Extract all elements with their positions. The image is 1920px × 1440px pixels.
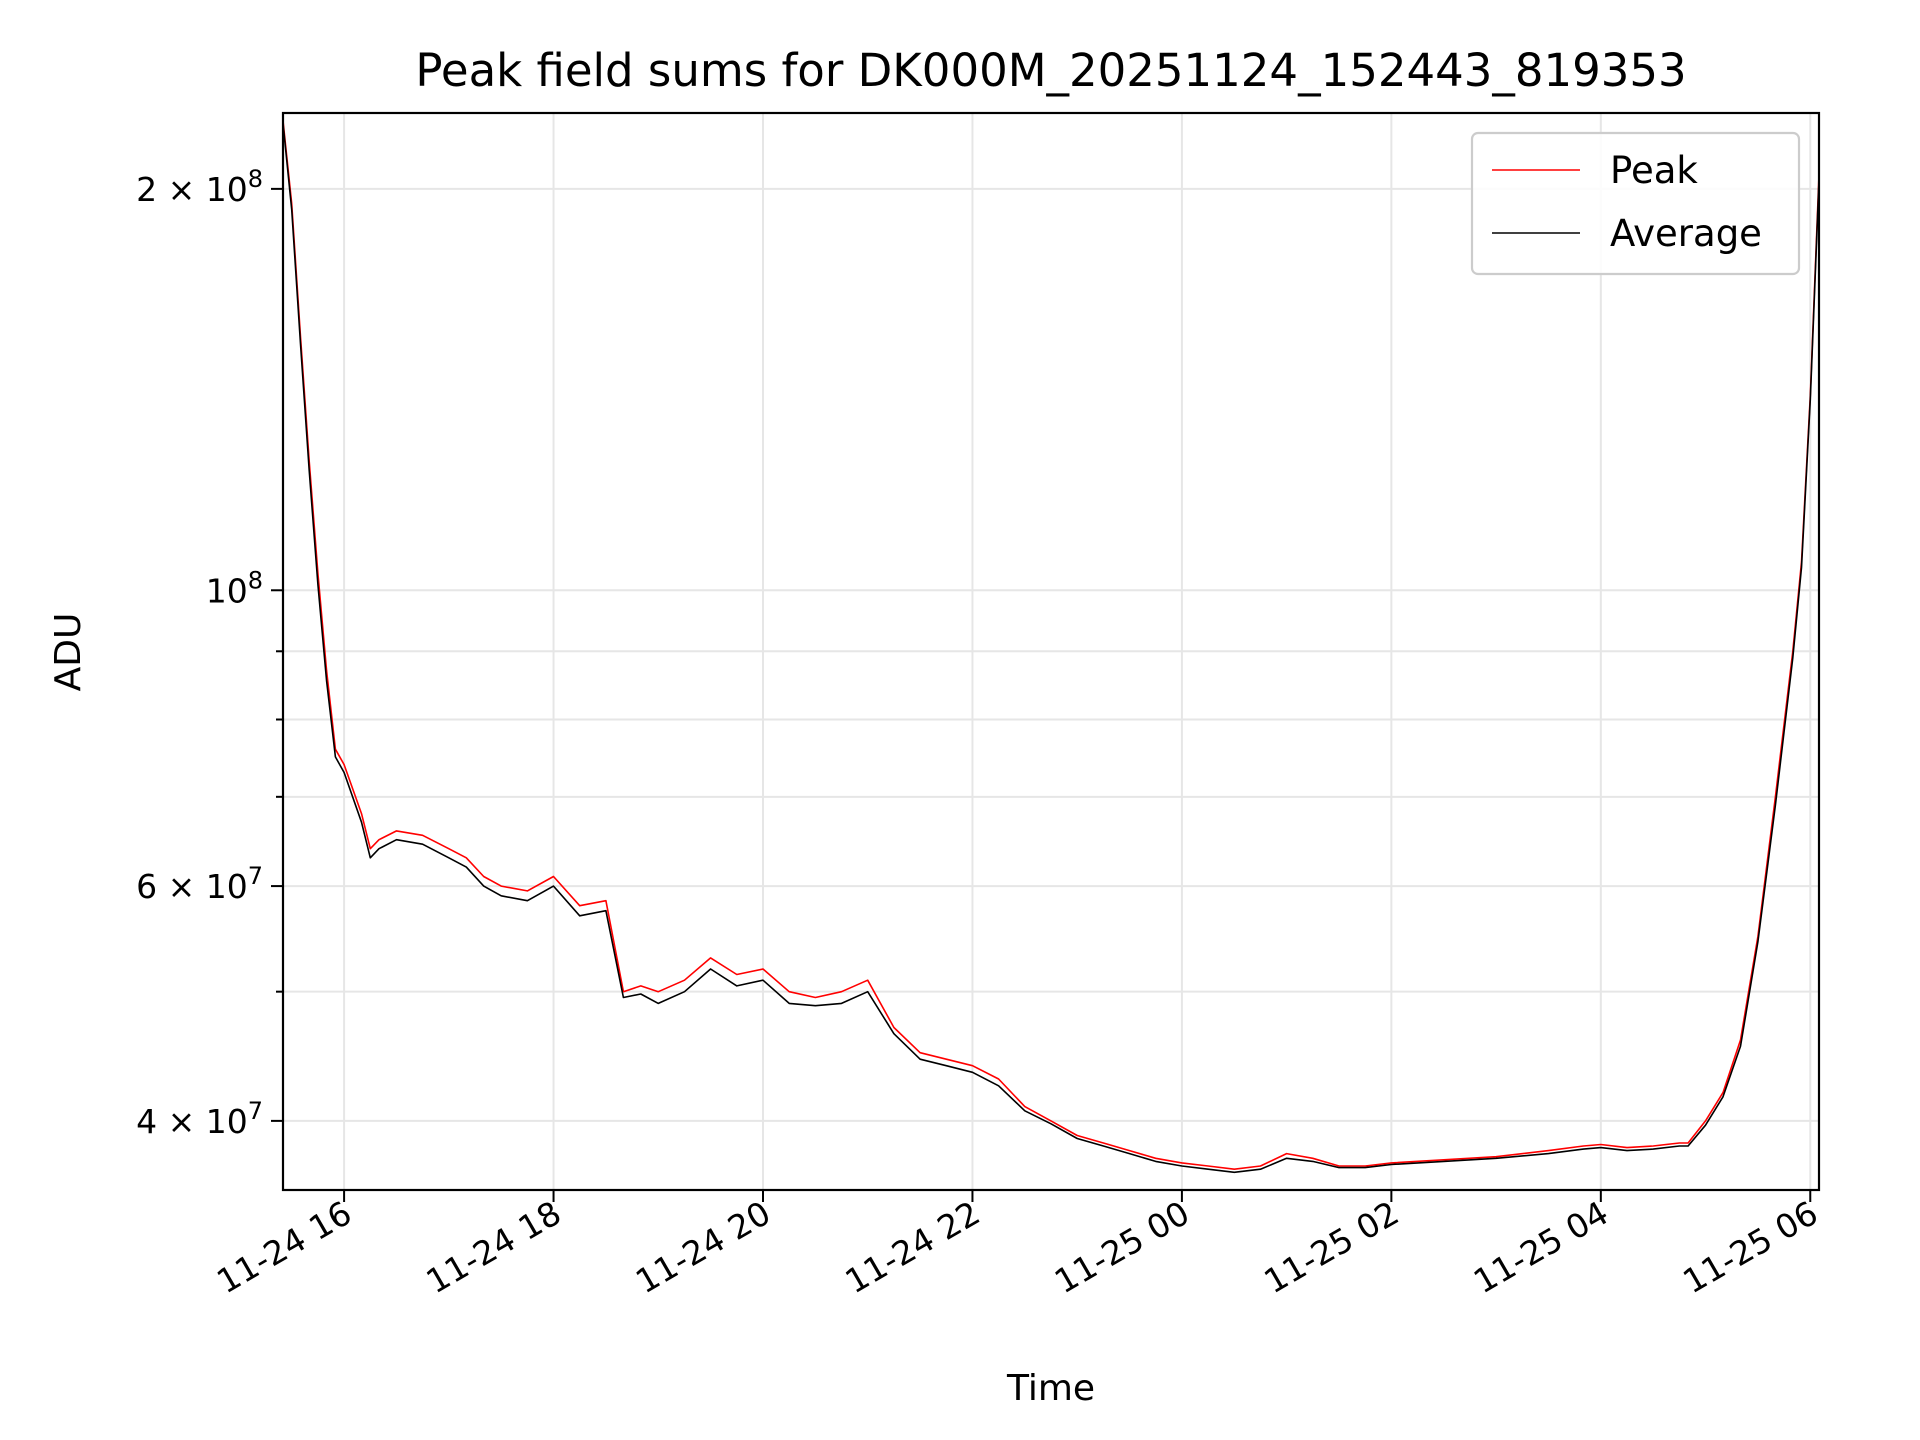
y-tick-label-0: 4 × 107	[136, 1097, 263, 1141]
y-axis-label: ADU	[48, 613, 89, 692]
y-tick-label-1: 6 × 107	[136, 862, 263, 906]
grid-lines	[283, 113, 1819, 1190]
series-lines	[282, 120, 1820, 1174]
legend: Peak Average	[1470, 131, 1801, 276]
legend-label-peak: Peak	[1610, 149, 1698, 192]
y-axis-ticks: 4 × 107 6 × 107 108 2 × 108	[136, 165, 283, 1141]
legend-box	[1470, 131, 1801, 276]
x-axis-label: Time	[1006, 1368, 1095, 1409]
series-line-average	[282, 123, 1820, 1174]
y-tick-label-3: 2 × 108	[136, 165, 263, 209]
legend-label-average: Average	[1610, 212, 1762, 255]
chart-title: Peak field sums for DK000M_20251124_1524…	[415, 44, 1686, 97]
series-line-peak	[282, 120, 1820, 1170]
y-tick-label-2: 108	[206, 566, 263, 610]
